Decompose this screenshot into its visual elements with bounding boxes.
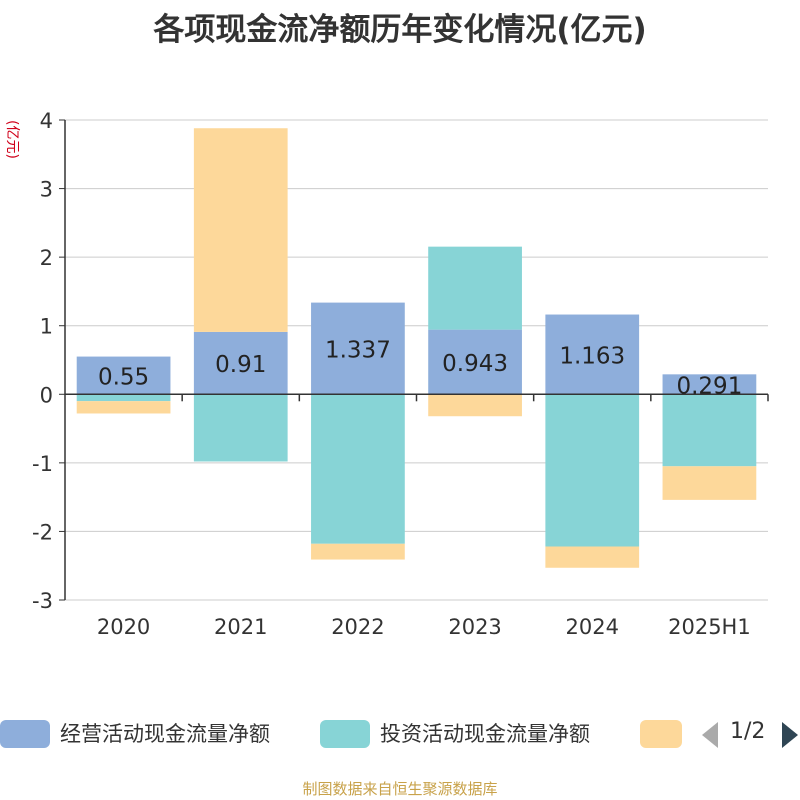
bar-2025H1-series-0[interactable] <box>662 374 757 395</box>
bar-2021-series-1[interactable] <box>193 394 288 462</box>
y-tick-label: 2 <box>40 246 53 270</box>
bar-2020-series-1[interactable] <box>76 394 171 402</box>
bar-2024-series-2[interactable] <box>545 546 640 568</box>
legend-label-investing[interactable]: 投资活动现金流量净额 <box>380 722 590 746</box>
legend-prev-page-icon[interactable] <box>702 722 718 748</box>
data-label-2025H1: 0.291 <box>676 373 742 399</box>
data-label-2021: 0.91 <box>215 352 266 378</box>
legend-page-indicator: 1/2 <box>730 719 766 744</box>
legend: 经营活动现金流量净额 投资活动现金流量净额 <box>0 716 800 756</box>
legend-swatch-investing[interactable] <box>320 720 370 748</box>
legend-swatch-financing[interactable] <box>640 720 682 748</box>
chart-title: 各项现金流净额历年变化情况(亿元) <box>153 12 647 48</box>
bar-2021-series-2[interactable] <box>193 128 288 332</box>
axes: 4 3 2 1 0 -1 -2 -3 2020 2021 2022 2023 2024 2025H1 <box>32 109 769 639</box>
bar-2025H1-series-2[interactable] <box>662 466 757 500</box>
x-tick-label-2025H1: 2025H1 <box>668 615 751 639</box>
bar-2024-series-0[interactable] <box>545 314 640 395</box>
bar-2022-series-2[interactable] <box>311 543 405 560</box>
data-label-2022: 1.337 <box>325 337 391 363</box>
bar-2023-series-2[interactable] <box>428 394 522 417</box>
data-labels: 0.55 0.91 1.337 0.943 1.163 0.291 <box>98 337 742 399</box>
legend-next-page-icon[interactable] <box>782 722 798 748</box>
bar-2020-series-0[interactable] <box>76 356 171 395</box>
data-label-2023: 0.943 <box>442 351 508 377</box>
bar-2024-series-1[interactable] <box>545 394 640 547</box>
y-axis-unit: (亿元) <box>4 120 20 159</box>
bar-2020-series-2[interactable] <box>76 401 171 414</box>
y-tick-label: -2 <box>32 520 53 544</box>
bar-2022-series-1[interactable] <box>311 394 405 544</box>
bar-2023-series-0[interactable] <box>428 329 522 395</box>
bar-2025H1-series-1[interactable] <box>662 394 757 467</box>
bars <box>76 128 757 568</box>
data-label-2024: 1.163 <box>559 343 625 369</box>
bar-2021-series-0[interactable] <box>193 331 288 395</box>
x-tick-label-2024: 2024 <box>566 615 619 639</box>
legend-label-operating[interactable]: 经营活动现金流量净额 <box>60 722 270 746</box>
y-tick-label: -3 <box>32 589 53 613</box>
x-tick-label-2020: 2020 <box>97 615 150 639</box>
source-note: 制图数据来自恒生聚源数据库 <box>302 780 498 798</box>
y-tick-label: 4 <box>40 109 53 133</box>
data-label-2020: 0.55 <box>98 364 149 390</box>
bar-chart: 4 3 2 1 0 -1 -2 -3 2020 2021 2022 2023 2024 2025H1 0.… <box>4 109 769 639</box>
bar-2022-series-0[interactable] <box>311 302 405 395</box>
y-tick-label: 1 <box>40 315 53 339</box>
y-tick-label: 0 <box>40 383 53 407</box>
grid-lines <box>65 119 768 601</box>
x-tick-label-2022: 2022 <box>331 615 384 639</box>
x-tick-label-2021: 2021 <box>214 615 267 639</box>
y-tick-label: -1 <box>32 452 53 476</box>
x-tick-label-2023: 2023 <box>448 615 501 639</box>
legend-swatch-operating[interactable] <box>0 720 50 748</box>
bar-2023-series-1[interactable] <box>428 246 522 330</box>
y-tick-label: 3 <box>40 178 53 202</box>
